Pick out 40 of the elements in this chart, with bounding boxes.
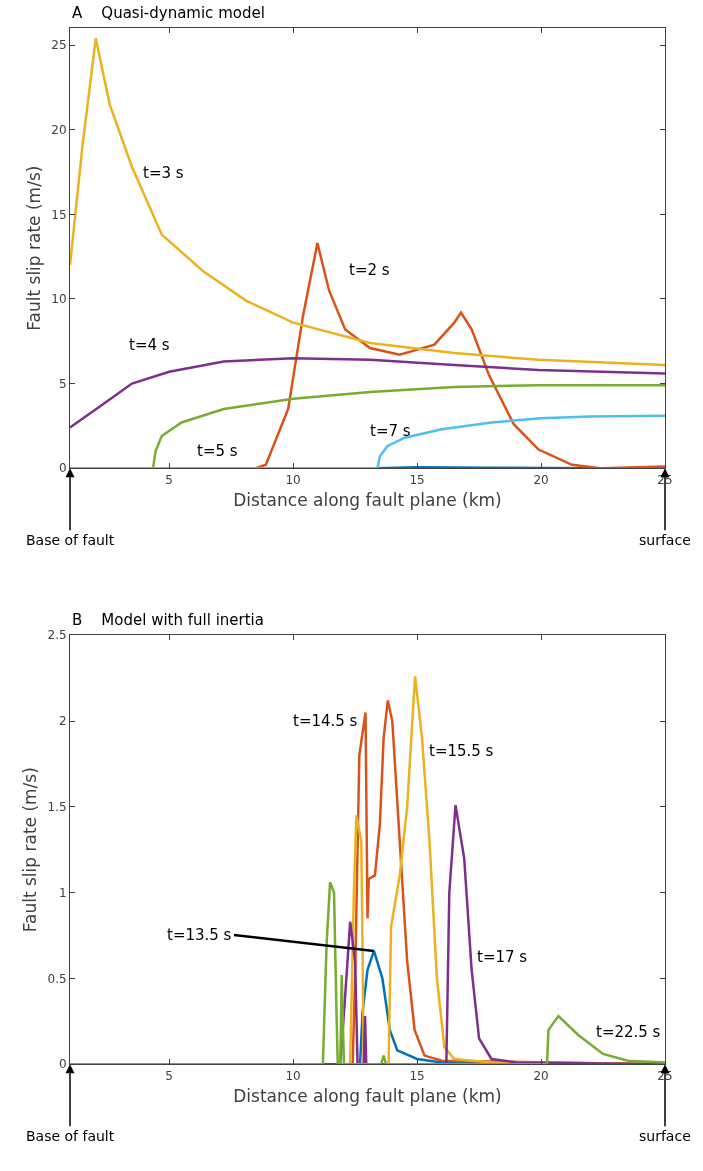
x-tick-label: 10 <box>285 472 301 487</box>
y-tick-label: 25 <box>51 38 67 53</box>
x-tick-label: 20 <box>533 472 549 487</box>
annotation: t=5 s <box>197 442 238 460</box>
y-tick-label: 10 <box>51 292 67 307</box>
annotation: t=13.5 s <box>167 926 232 944</box>
annotation: t=15.5 s <box>429 742 494 760</box>
annotation: t=3 s <box>143 164 184 182</box>
x-tick-label: 15 <box>409 1068 425 1083</box>
y-tick-label: 0.5 <box>47 971 67 986</box>
x-axis-title: Distance along fault plane (km) <box>233 1085 502 1106</box>
x-tick-label: 10 <box>285 1068 301 1083</box>
annotation: t=7 s <box>370 422 411 440</box>
annotation: Base of fault <box>26 1128 115 1144</box>
y-tick-label: 1.5 <box>47 800 67 815</box>
x-tick-label: 5 <box>165 472 173 487</box>
annotation: Base of fault <box>26 532 115 548</box>
annotation: surface <box>639 1128 691 1144</box>
y-tick-label: 15 <box>51 207 67 222</box>
y-tick-label: 5 <box>58 376 67 391</box>
y-tick-label: 1 <box>58 885 67 900</box>
y-tick-label: 0 <box>58 461 67 476</box>
annotation: t=2 s <box>349 261 390 279</box>
y-tick-label: 20 <box>51 122 67 137</box>
annotation: t=14.5 s <box>293 712 358 730</box>
annotation: surface <box>639 532 691 548</box>
annotation: t=22.5 s <box>596 1023 661 1041</box>
x-axis-title: Distance along fault plane (km) <box>233 489 502 510</box>
chart-title: A Quasi-dynamic model <box>72 4 265 22</box>
y-tick-label: 2.5 <box>47 628 67 643</box>
y-tick-label: 2 <box>58 714 67 729</box>
x-tick-label: 5 <box>165 1068 173 1083</box>
y-axis-title: Fault slip rate (m/s) <box>20 767 41 933</box>
x-tick-label: 15 <box>409 472 425 487</box>
y-axis-title: Fault slip rate (m/s) <box>23 165 44 331</box>
annotation: t=17 s <box>477 948 528 966</box>
chart-title: B Model with full inertia <box>72 611 264 629</box>
annotation: t=4 s <box>129 336 170 354</box>
x-tick-label: 20 <box>533 1068 549 1083</box>
y-tick-label: 0 <box>58 1057 67 1072</box>
